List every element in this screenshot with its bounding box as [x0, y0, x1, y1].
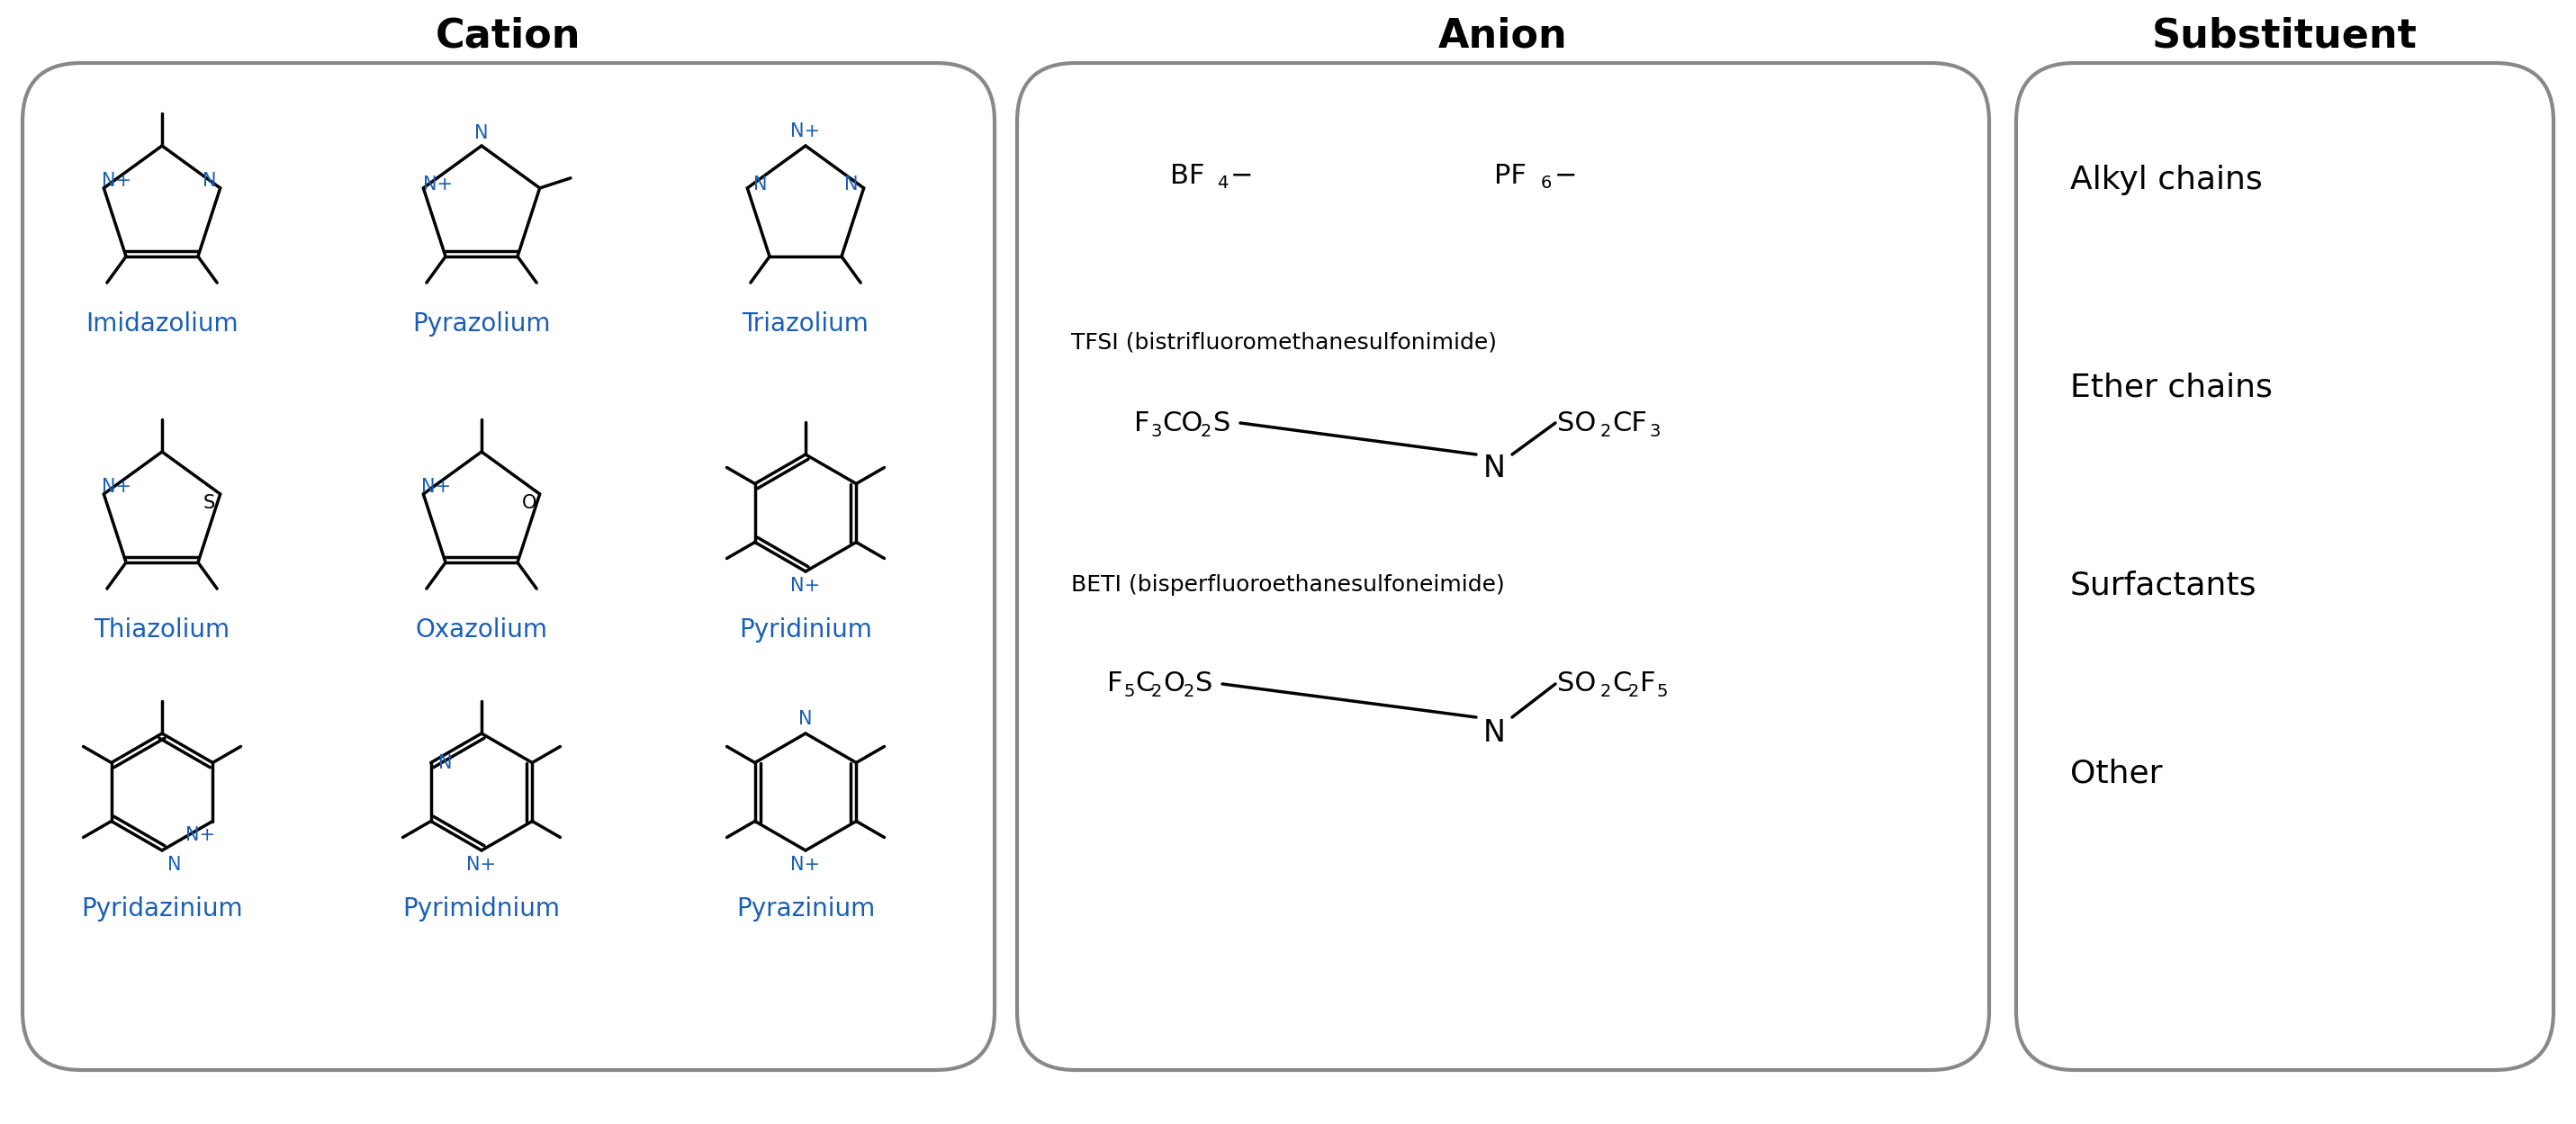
- Text: N: N: [204, 172, 216, 190]
- Text: N+: N+: [100, 478, 131, 496]
- Text: Other: Other: [2071, 759, 2161, 789]
- Text: N: N: [1484, 718, 1504, 749]
- Text: N: N: [845, 175, 858, 193]
- Text: SO: SO: [1556, 410, 1597, 436]
- Text: F: F: [1641, 671, 1656, 697]
- Text: N+: N+: [466, 855, 497, 873]
- Text: PF: PF: [1494, 163, 1528, 189]
- Text: N: N: [799, 710, 811, 728]
- Text: 5: 5: [1123, 683, 1133, 700]
- Text: N+: N+: [791, 855, 822, 873]
- Text: Thiazolium: Thiazolium: [93, 617, 229, 643]
- Text: Surfactants: Surfactants: [2071, 570, 2257, 600]
- Text: 2: 2: [1182, 683, 1195, 700]
- Text: Anion: Anion: [1437, 17, 1569, 55]
- Text: 3: 3: [1151, 423, 1162, 439]
- Text: N: N: [1484, 453, 1504, 483]
- Text: S: S: [1213, 410, 1231, 436]
- Text: Ether chains: Ether chains: [2071, 372, 2272, 402]
- Text: Pyrazinium: Pyrazinium: [737, 896, 876, 922]
- Text: S: S: [1195, 671, 1213, 697]
- Text: O: O: [1162, 671, 1185, 697]
- Text: C: C: [1136, 671, 1154, 697]
- Text: N: N: [167, 855, 180, 873]
- Text: N+: N+: [185, 826, 214, 844]
- Text: Cation: Cation: [435, 17, 582, 55]
- Text: 2: 2: [1200, 423, 1211, 439]
- Text: 2: 2: [1628, 683, 1638, 700]
- Text: N+: N+: [791, 577, 822, 595]
- Text: CO: CO: [1162, 410, 1203, 436]
- Text: S: S: [204, 495, 216, 513]
- Text: −: −: [1553, 163, 1577, 189]
- Text: Alkyl chains: Alkyl chains: [2071, 165, 2262, 196]
- Text: Pyridinium: Pyridinium: [739, 617, 873, 643]
- Text: N: N: [752, 175, 768, 193]
- Text: 2: 2: [1600, 683, 1613, 700]
- Text: CF: CF: [1613, 410, 1646, 436]
- Text: TFSI (bistrifluoromethanesulfonimide): TFSI (bistrifluoromethanesulfonimide): [1072, 332, 1497, 353]
- Text: 6: 6: [1540, 174, 1553, 191]
- Text: Imidazolium: Imidazolium: [85, 311, 240, 336]
- Text: 4: 4: [1216, 174, 1229, 191]
- Text: Oxazolium: Oxazolium: [415, 617, 549, 643]
- Text: BF: BF: [1170, 163, 1206, 189]
- Text: N: N: [438, 754, 453, 772]
- Text: F: F: [1133, 410, 1149, 436]
- Text: Triazolium: Triazolium: [742, 311, 868, 336]
- Text: BETI (bisperfluoroethanesulfoneimide): BETI (bisperfluoroethanesulfoneimide): [1072, 574, 1504, 596]
- Text: −: −: [1231, 163, 1255, 189]
- Text: Pyridazinium: Pyridazinium: [82, 896, 242, 922]
- Text: 2: 2: [1600, 423, 1613, 439]
- Text: F: F: [1108, 671, 1123, 697]
- Text: 5: 5: [1656, 683, 1667, 700]
- Text: N+: N+: [420, 478, 451, 496]
- Text: C: C: [1613, 671, 1631, 697]
- Text: Pyrazolium: Pyrazolium: [412, 311, 551, 336]
- Text: 2: 2: [1151, 683, 1162, 700]
- Text: N+: N+: [422, 175, 453, 193]
- Text: N+: N+: [100, 172, 131, 190]
- Text: Pyrimidnium: Pyrimidnium: [402, 896, 562, 922]
- Text: SO: SO: [1556, 671, 1597, 697]
- Text: N+: N+: [791, 123, 822, 140]
- Text: 3: 3: [1649, 423, 1662, 439]
- Text: Substituent: Substituent: [2151, 17, 2416, 55]
- Text: N: N: [474, 124, 489, 143]
- Text: O: O: [520, 495, 536, 513]
